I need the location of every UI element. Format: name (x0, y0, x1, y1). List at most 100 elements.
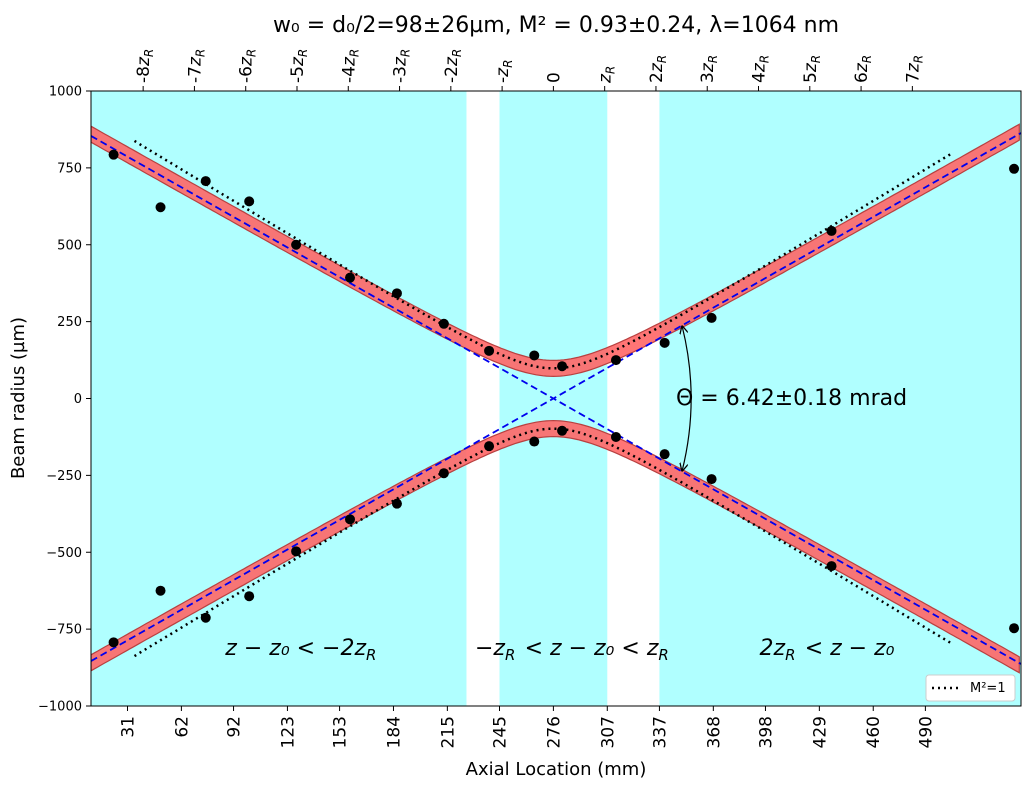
m2-curve-upper (133, 139, 953, 370)
data-point (391, 288, 402, 299)
x-tick-label: 337 (650, 716, 670, 748)
top-tick-label: -3zR (391, 49, 413, 83)
data-point (826, 561, 837, 572)
x-tick-label: 429 (810, 716, 830, 748)
uncertainty-band (91, 123, 1020, 674)
data-point (291, 546, 302, 557)
region-label-0: z − z₀ < −2zR (224, 636, 378, 664)
top-tick-label: 0 (544, 72, 564, 83)
data-point (557, 425, 568, 436)
top-tick-label: zR (596, 66, 618, 84)
top-tick-label: -4zR (339, 49, 361, 83)
top-tick-label: 5zR (801, 55, 823, 83)
top-tick-label: -7zR (185, 49, 207, 83)
x-tick-label: 368 (704, 716, 724, 748)
top-tick-label: -6zR (237, 49, 259, 83)
chart-title: w₀ = d₀/2=98±26µm, M² = 0.93±0.24, λ=106… (273, 13, 839, 38)
x-tick-label: 153 (331, 716, 351, 748)
top-tick-label: 6zR (852, 55, 874, 83)
x-tick-label: 215 (438, 716, 458, 748)
data-point (1009, 623, 1020, 634)
top-tick-label: 7zR (903, 55, 925, 83)
y-tick-label: 0 (74, 392, 82, 407)
data-point (345, 272, 356, 283)
data-point (200, 612, 211, 623)
data-point (557, 361, 568, 372)
top-tick-label: -5zR (288, 49, 310, 83)
data-point (244, 196, 255, 207)
plot-area (91, 91, 1021, 706)
y-tick-label: −1000 (38, 700, 82, 715)
x-tick-label: 490 (916, 716, 936, 748)
legend-entry-m2: M²=1 (970, 681, 1006, 696)
y-tick-label: 250 (57, 315, 82, 330)
x-tick-label: 31 (119, 716, 139, 738)
asymptote-line-0 (91, 132, 1021, 662)
data-point (244, 591, 255, 602)
shaded-region-2 (659, 91, 1021, 706)
data-point (345, 514, 356, 525)
region-label-2: 2zR < z − z₀ (760, 636, 895, 664)
region-labels: z − z₀ < −2zR −zR < z − z₀ < zR 2zR < z … (224, 636, 894, 664)
data-points (108, 149, 1020, 648)
x-tick-label: 460 (864, 716, 884, 748)
x-tick-label: 123 (278, 716, 298, 748)
data-point (659, 449, 670, 460)
divergence-annotation: Θ = 6.42±0.18 mrad (676, 326, 907, 471)
data-point (610, 355, 621, 366)
data-point (706, 474, 717, 485)
data-point (826, 225, 837, 236)
shaded-region-0 (91, 91, 467, 706)
band-upper (91, 123, 1020, 378)
data-point (484, 345, 495, 356)
x-tick-label: 307 (598, 716, 618, 748)
data-point (484, 441, 495, 452)
m2-curve-lower (133, 427, 953, 658)
x-tick-label: 276 (544, 716, 564, 748)
data-point (529, 350, 540, 361)
legend: M²=1 (925, 674, 1016, 702)
data-point (200, 176, 211, 187)
top-tick-label: 2zR (647, 55, 669, 83)
y-tick-label: −750 (46, 623, 82, 638)
asymptote-line-1 (91, 135, 1021, 665)
top-tick-label: -zR (493, 60, 515, 83)
data-point (155, 585, 166, 596)
data-point (155, 202, 166, 213)
band-lower (91, 419, 1020, 674)
data-point (706, 312, 717, 323)
x-tick-label: 184 (384, 716, 404, 748)
top-tick-label: 4zR (750, 55, 772, 83)
data-point (659, 337, 670, 348)
data-point (610, 431, 621, 442)
data-point (529, 436, 540, 447)
left-y-axis: −1000 −750 −500 −250 0 250 500 750 1000 (38, 85, 91, 715)
region-label-1: −zR < z − z₀ < zR (475, 636, 671, 664)
top-rayleigh-axis: -8zR -7zR -6zR -5zR -4zR -3zR -2zR -zR 0 zR 2zR 3zR… (134, 49, 925, 91)
x-axis-label: Axial Location (mm) (466, 759, 647, 780)
bottom-x-axis: 31 62 92 123 153 184 215 245 276 307 337 368 398 429 4… (119, 706, 936, 748)
x-tick-label: 92 (225, 716, 245, 738)
data-point (438, 468, 449, 479)
top-tick-label: -8zR (134, 49, 156, 83)
y-tick-label: 750 (57, 161, 82, 176)
y-tick-label: 500 (57, 238, 82, 253)
m2-reference-line (133, 139, 953, 658)
data-point (1009, 163, 1020, 174)
data-point (438, 318, 449, 329)
divergence-arrow (682, 326, 692, 471)
data-point (291, 239, 302, 250)
x-tick-label: 245 (491, 716, 511, 748)
data-point (391, 498, 402, 509)
legend-box (925, 674, 1016, 702)
x-tick-label: 398 (756, 716, 776, 748)
y-tick-label: −250 (46, 469, 82, 484)
asymptote-lines (91, 132, 1021, 665)
data-point (108, 637, 119, 648)
y-tick-label: 1000 (49, 85, 82, 100)
divergence-label: Θ = 6.42±0.18 mrad (676, 386, 907, 411)
top-tick-label: 3zR (698, 55, 720, 83)
y-tick-label: −500 (46, 546, 82, 561)
y-axis-label: Beam radius (µm) (8, 317, 29, 479)
